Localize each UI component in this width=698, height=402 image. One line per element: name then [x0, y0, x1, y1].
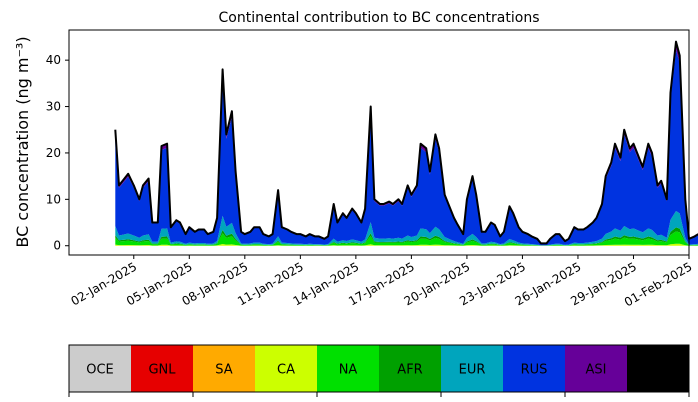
- area-rus: [115, 49, 698, 246]
- legend-swatch-ca: [255, 345, 318, 392]
- legend-swatch-asi: [565, 345, 628, 392]
- legend-label-eur: EUR: [459, 363, 486, 378]
- legend-colorbar: OCE GNL SA CA NA AFR EUR RUS ASI AUS: [68, 344, 690, 397]
- legend-swatch-sa: [193, 345, 256, 392]
- area-afr: [115, 227, 698, 246]
- legend-label-na: NA: [339, 363, 358, 378]
- legend-swatch-eur: [441, 345, 504, 392]
- y-tick-label: 40: [46, 53, 61, 67]
- legend-swatch-aus: [627, 345, 690, 392]
- legend-label-aus: AUS: [645, 363, 672, 378]
- y-axis-label: BC concentration (ng m⁻³): [13, 36, 32, 247]
- legend-swatch-na: [317, 345, 380, 392]
- total-line: [114, 40, 698, 245]
- chart-title: Continental contribution to BC concentra…: [218, 10, 539, 26]
- legend-label-rus: RUS: [521, 363, 548, 378]
- legend-label-ca: CA: [277, 363, 295, 378]
- legend-label-afr: AFR: [397, 363, 422, 378]
- legend-swatch-oce: [69, 345, 132, 392]
- y-tick-label: 0: [53, 239, 61, 253]
- area-na: [115, 231, 698, 246]
- legend-swatch-afr: [379, 345, 442, 392]
- legend-swatch-rus: [503, 345, 566, 392]
- legend-label-sa: SA: [215, 363, 232, 378]
- y-tick-label: 10: [46, 192, 61, 206]
- legend-swatch-gnl: [131, 345, 194, 392]
- y-tick-label: 30: [46, 100, 61, 114]
- legend-label-gnl: GNL: [148, 363, 176, 378]
- legend-label-oce: OCE: [86, 363, 114, 378]
- legend-label-asi: ASI: [586, 363, 607, 378]
- stacked-areas: [115, 41, 698, 246]
- area-eur: [115, 211, 698, 246]
- y-tick-label: 20: [46, 146, 61, 160]
- plot-frame: [68, 29, 690, 256]
- legend-frame: [68, 344, 690, 393]
